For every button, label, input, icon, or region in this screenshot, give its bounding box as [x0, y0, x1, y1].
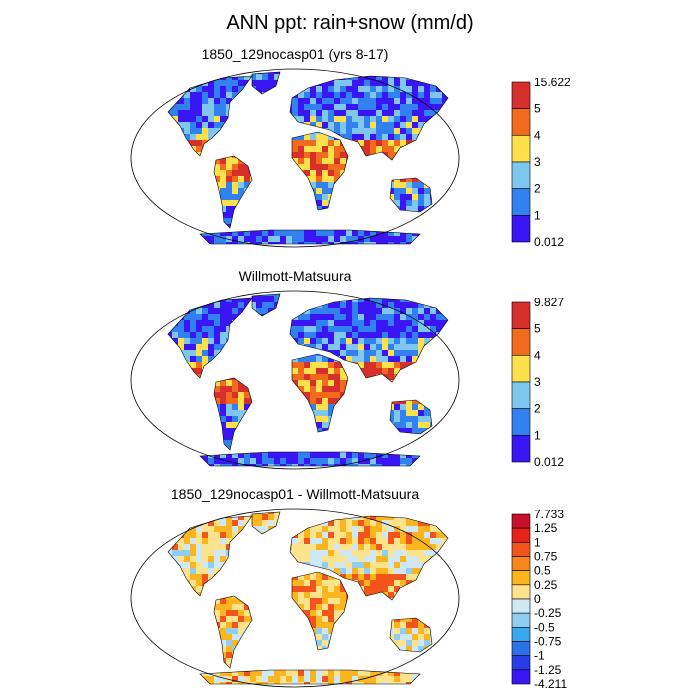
colorbar-swatch	[511, 381, 531, 409]
globe-outline	[130, 508, 460, 688]
antarctica-outline	[199, 229, 421, 245]
colorbar-label: 1	[534, 428, 541, 442]
colorbar-label: 0.012	[534, 455, 564, 468]
colorbar-label: 3	[534, 155, 541, 169]
colorbar-swatch	[511, 584, 531, 600]
greenland-outline	[251, 293, 281, 317]
figure-title: ANN ppt: rain+snow (mm/d)	[226, 12, 474, 34]
colorbar-swatch	[511, 328, 531, 356]
eurasia-outline	[289, 515, 449, 601]
colorbar-swatch	[511, 355, 531, 383]
north-america-outline	[167, 297, 253, 379]
africa-outline	[291, 353, 349, 433]
colorbar-swatch	[511, 135, 531, 163]
panel-3-title: 1850_129nocasp01 - Willmott-Matsuura	[170, 486, 420, 502]
colorbar-label: 5	[534, 102, 541, 116]
colorbar-label: 2	[534, 402, 541, 416]
colorbar-label: -1	[534, 649, 545, 663]
north-america-outline	[167, 515, 253, 597]
colorbar-swatch	[511, 641, 531, 656]
north-america-outline	[167, 75, 253, 157]
colorbar-label: -1.25	[534, 663, 562, 677]
panel-3-map	[130, 508, 460, 688]
africa-outline	[291, 131, 349, 211]
colorbar-swatch	[511, 556, 531, 571]
colorbar-swatch	[511, 669, 531, 685]
colorbar-label: 7.733	[534, 510, 564, 521]
colorbar-label: 15.622	[534, 78, 571, 89]
colorbar-swatch	[511, 435, 531, 463]
australia-outline	[389, 399, 433, 435]
south-america-outline	[213, 595, 253, 669]
colorbar-swatch	[511, 570, 531, 586]
colorbar-swatch	[511, 627, 531, 642]
colorbar-label: 3	[534, 375, 541, 389]
colorbar-swatch	[511, 408, 531, 436]
panel-2-colorbar: 9.827 5 4 3 2 1 0.012	[511, 298, 564, 468]
panel-2-title: Willmott-Matsuura	[238, 268, 352, 284]
antarctica-outline	[199, 451, 421, 467]
colorbar-swatch	[511, 513, 531, 529]
colorbar-label: -0.75	[534, 635, 562, 649]
africa-outline	[291, 571, 349, 651]
colorbar-label: 1.25	[534, 521, 558, 535]
colorbar-swatch	[511, 527, 531, 543]
panel-1-map	[130, 68, 460, 248]
eurasia-outline	[289, 75, 449, 161]
colorbar-label: -0.25	[534, 606, 562, 620]
colorbar-swatch	[511, 188, 531, 216]
south-america-outline	[213, 377, 253, 451]
colorbar-swatch	[511, 108, 531, 136]
colorbar-label: -0.5	[534, 620, 555, 634]
australia-outline	[389, 617, 433, 653]
greenland-outline	[251, 71, 281, 95]
south-america-outline	[213, 155, 253, 229]
colorbar-swatch	[511, 542, 531, 557]
colorbar-swatch	[511, 301, 531, 329]
colorbar-swatch	[511, 81, 531, 109]
globe-outline	[130, 290, 460, 470]
colorbar-label: 1	[534, 208, 541, 222]
colorbar-label: 5	[534, 322, 541, 336]
panel-3-colorbar: 7.7331.2510.750.50.250-0.25-0.5-0.75-1-1…	[511, 510, 567, 690]
panel-1-title: 1850_129nocasp01 (yrs 8-17)	[201, 46, 389, 62]
colorbar-swatch	[511, 215, 531, 243]
colorbar-label: -4.211	[534, 677, 567, 690]
colorbar-label: 0.5	[534, 564, 551, 578]
colorbar-swatch	[511, 612, 531, 628]
colorbar-swatch	[511, 598, 531, 614]
colorbar-label: 0.25	[534, 578, 558, 592]
globe-outline	[130, 68, 460, 248]
panel-1-colorbar: 15.622 5 4 3 2 1 0.012	[511, 78, 571, 248]
colorbar-label: 0	[534, 592, 541, 606]
eurasia-outline	[289, 297, 449, 383]
greenland-outline	[251, 511, 281, 535]
colorbar-label: 2	[534, 182, 541, 196]
australia-outline	[389, 177, 433, 213]
antarctica-outline	[199, 669, 421, 685]
colorbar-label: 4	[534, 128, 541, 142]
colorbar-label: 9.827	[534, 298, 564, 309]
colorbar-label: 0.012	[534, 235, 564, 248]
colorbar-swatch	[511, 655, 531, 671]
colorbar-swatch	[511, 161, 531, 189]
colorbar-label: 4	[534, 348, 541, 362]
panel-2-map	[130, 290, 460, 470]
colorbar-label: 1	[534, 535, 541, 549]
colorbar-label: 0.75	[534, 550, 558, 564]
